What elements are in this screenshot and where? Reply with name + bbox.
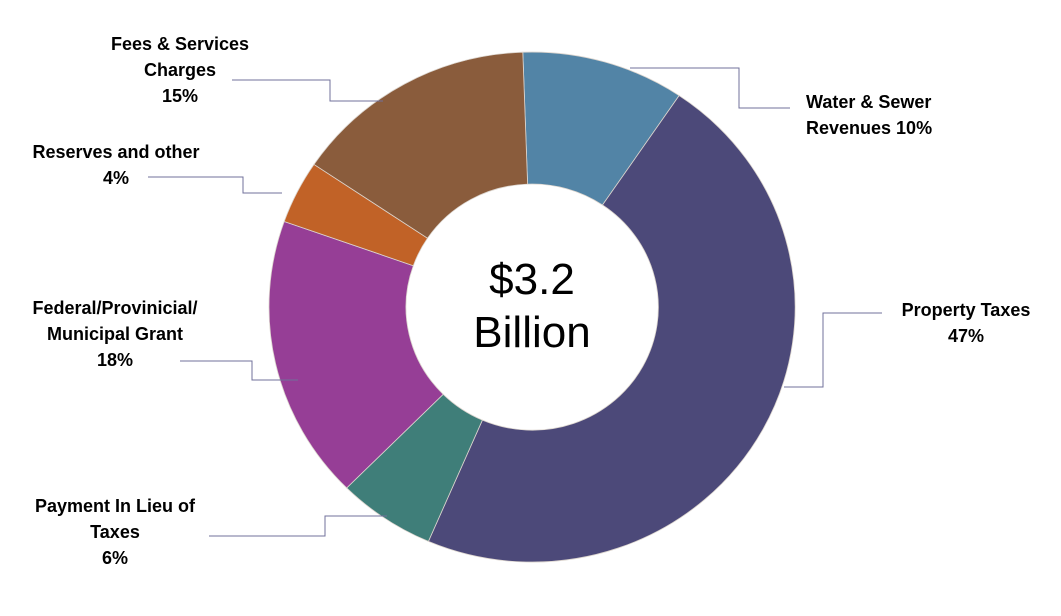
center-total-value: $3.2 bbox=[489, 255, 575, 304]
label-line: Federal/Provinicial/ bbox=[32, 298, 198, 318]
label-federal-provincial-municipal-grant: Federal/Provinicial/ Municipal Grant 18% bbox=[5, 295, 225, 373]
label-line: Payment In Lieu of bbox=[34, 496, 196, 516]
leader-line-fees-services bbox=[232, 79, 383, 102]
label-line: 4% bbox=[102, 168, 129, 188]
label-line: Fees & Services bbox=[110, 34, 250, 54]
label-property-taxes: Property Taxes 47% bbox=[866, 297, 1061, 349]
label-line: Revenues 10% bbox=[806, 118, 933, 138]
donut-center-total: $3.2 Billion bbox=[382, 253, 682, 359]
leader-line-reserves bbox=[148, 176, 282, 194]
label-line: Property Taxes bbox=[901, 300, 1031, 320]
label-reserves-and-other: Reserves and other 4% bbox=[6, 139, 226, 191]
label-line: Water & Sewer bbox=[806, 92, 932, 112]
label-line: 15% bbox=[161, 86, 199, 106]
label-line: Charges bbox=[143, 60, 217, 80]
donut-slices bbox=[268, 51, 796, 563]
leader-line-water-sewer bbox=[630, 67, 790, 109]
label-water-sewer-revenues: Water & Sewer Revenues 10% bbox=[806, 89, 1026, 141]
pie-slice-fees-services-charges bbox=[313, 51, 529, 239]
label-fees-services-charges: Fees & Services Charges 15% bbox=[55, 31, 305, 109]
label-line: Municipal Grant bbox=[46, 324, 183, 344]
label-payment-in-lieu-of-taxes: Payment In Lieu of Taxes 6% bbox=[5, 493, 225, 571]
label-line: Reserves and other bbox=[32, 142, 200, 162]
label-line: 47% bbox=[947, 326, 985, 346]
label-line: 18% bbox=[96, 350, 134, 370]
center-total-unit: Billion bbox=[473, 308, 591, 357]
pie-slice-federal-provincial-municipal-grant bbox=[268, 220, 444, 489]
leader-line-property-taxes bbox=[784, 312, 882, 388]
pie-slice-property-taxes bbox=[427, 95, 796, 563]
label-line: 6% bbox=[101, 548, 128, 568]
leader-line-federal-grant bbox=[180, 360, 298, 381]
label-line: Taxes bbox=[90, 522, 140, 542]
leader-lines bbox=[148, 67, 882, 537]
leader-line-payment-in-lieu bbox=[209, 515, 387, 537]
